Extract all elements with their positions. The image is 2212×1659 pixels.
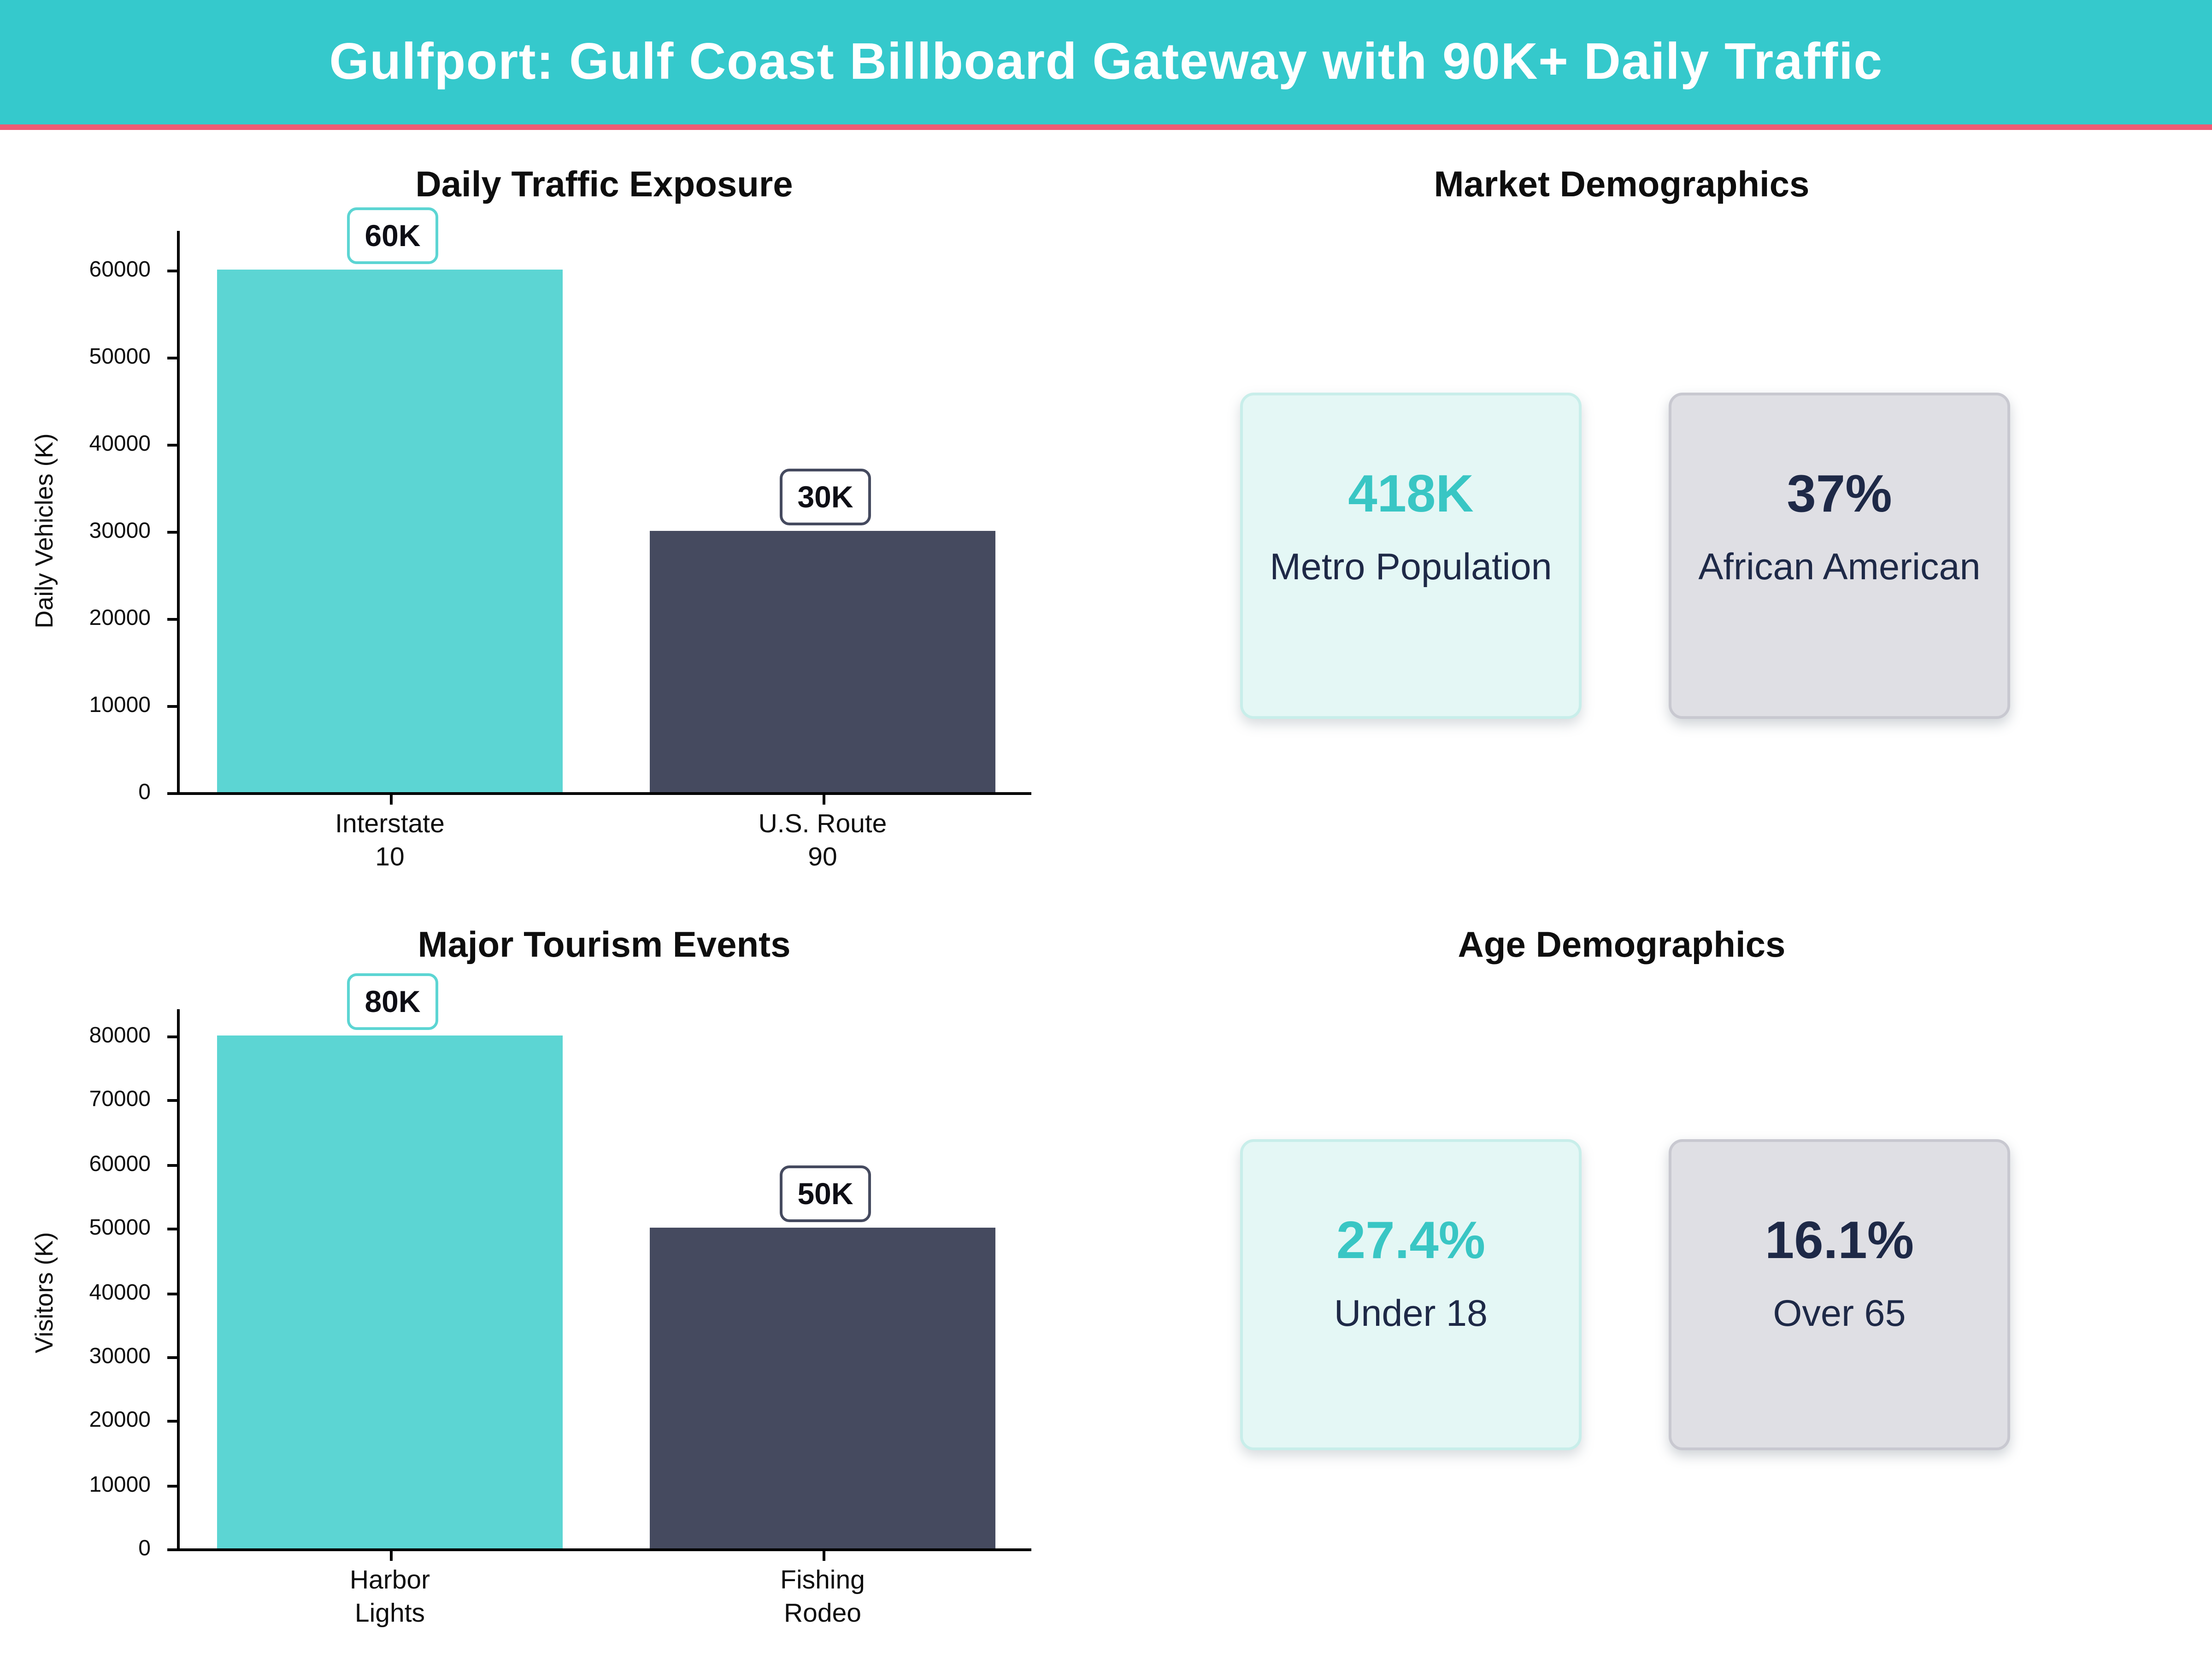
- value-badge-harbor-lights: 80K: [347, 973, 438, 1030]
- y-tick-label: 40000: [89, 433, 151, 456]
- bar-usroute-90: [650, 531, 995, 792]
- chart-title: Daily Traffic Exposure: [415, 163, 793, 205]
- y-tick-mark: [167, 270, 177, 272]
- x-tick-label-interstate-10: Interstate 10: [238, 809, 542, 875]
- x-tick-mark: [823, 795, 825, 805]
- y-tick-mark: [167, 705, 177, 708]
- y-tick-label: 0: [138, 781, 151, 805]
- section-title-market-demographics: Market Demographics: [1434, 163, 1810, 205]
- y-axis-label: Daily Vehicles (K): [30, 433, 58, 629]
- bar-interstate-10: [217, 270, 563, 792]
- stat-value: 27.4%: [1336, 1212, 1486, 1271]
- stat-card-over-65: 16.1% Over 65: [1669, 1139, 2010, 1450]
- page-title: Gulfport: Gulf Coast Billboard Gateway w…: [329, 33, 1883, 90]
- stat-value: 16.1%: [1765, 1212, 1914, 1271]
- y-tick-label: 10000: [89, 1473, 151, 1497]
- x-tick-label-line: Harbor: [349, 1566, 430, 1595]
- bar-harbor-lights: [217, 1035, 563, 1548]
- value-badge-interstate-10: 60K: [347, 207, 438, 264]
- y-tick-label: 30000: [89, 520, 151, 543]
- y-tick-mark: [167, 792, 177, 795]
- y-tick-label: 40000: [89, 1281, 151, 1305]
- stat-card-african-american: 37% African American: [1669, 393, 2010, 719]
- stat-label: African American: [1698, 546, 1981, 588]
- stat-value: 418K: [1348, 466, 1474, 524]
- x-tick-label-line: 90: [808, 843, 837, 872]
- x-tick-label-line: Fishing: [780, 1566, 865, 1595]
- y-tick-mark: [167, 1292, 177, 1295]
- y-tick-mark: [167, 357, 177, 359]
- stat-value: 37%: [1787, 466, 1892, 524]
- y-tick-label: 50000: [89, 1217, 151, 1241]
- y-tick-mark: [167, 1356, 177, 1359]
- x-axis-line: [177, 1548, 1031, 1551]
- y-tick-label: 30000: [89, 1345, 151, 1369]
- y-tick-mark: [167, 1228, 177, 1231]
- header-banner: Gulfport: Gulf Coast Billboard Gateway w…: [0, 0, 2212, 130]
- y-axis-label: Visitors (K): [30, 1231, 58, 1353]
- y-tick-mark: [167, 618, 177, 621]
- x-tick-label-harbor-lights: Harbor Lights: [238, 1565, 542, 1631]
- y-tick-label: 20000: [89, 607, 151, 630]
- x-tick-mark: [823, 1551, 825, 1561]
- stat-card-under-18: 27.4% Under 18: [1240, 1139, 1582, 1450]
- y-tick-label: 60000: [89, 259, 151, 282]
- section-title-age-demographics: Age Demographics: [1458, 924, 1786, 965]
- x-tick-label-usroute-90: U.S. Route 90: [671, 809, 975, 875]
- y-tick-label: 50000: [89, 346, 151, 369]
- x-tick-label-line: Interstate: [335, 810, 445, 839]
- stat-label: Over 65: [1773, 1293, 1906, 1334]
- x-axis-line: [177, 792, 1031, 795]
- y-tick-label: 20000: [89, 1409, 151, 1433]
- value-badge-usroute-90: 30K: [780, 469, 871, 525]
- stat-label: Metro Population: [1270, 546, 1552, 588]
- y-tick-mark: [167, 1548, 177, 1551]
- chart-title: Major Tourism Events: [418, 924, 791, 965]
- y-tick-mark: [167, 531, 177, 534]
- y-tick-label: 80000: [89, 1024, 151, 1048]
- y-tick-label: 60000: [89, 1153, 151, 1177]
- bar-fishing-rodeo: [650, 1228, 995, 1548]
- y-tick-mark: [167, 1484, 177, 1487]
- y-tick-mark: [167, 1420, 177, 1423]
- x-tick-label-line: U.S. Route: [758, 810, 887, 839]
- y-tick-mark: [167, 1035, 177, 1038]
- x-tick-label-line: 10: [375, 843, 405, 872]
- stat-card-metro-population: 418K Metro Population: [1240, 393, 1582, 719]
- x-tick-label-fishing-rodeo: Fishing Rodeo: [671, 1565, 975, 1631]
- x-tick-mark: [390, 795, 393, 805]
- value-badge-fishing-rodeo: 50K: [780, 1165, 871, 1223]
- x-tick-label-line: Rodeo: [784, 1600, 861, 1629]
- stat-label: Under 18: [1334, 1293, 1488, 1334]
- y-axis-line: [177, 1009, 180, 1551]
- x-tick-mark: [390, 1551, 393, 1561]
- y-tick-label: 0: [138, 1537, 151, 1561]
- x-tick-label-line: Lights: [354, 1600, 425, 1629]
- y-tick-label: 70000: [89, 1088, 151, 1112]
- y-tick-mark: [167, 1164, 177, 1167]
- y-tick-mark: [167, 1100, 177, 1103]
- y-tick-mark: [167, 444, 177, 447]
- y-axis-line: [177, 231, 180, 795]
- y-tick-label: 10000: [89, 694, 151, 718]
